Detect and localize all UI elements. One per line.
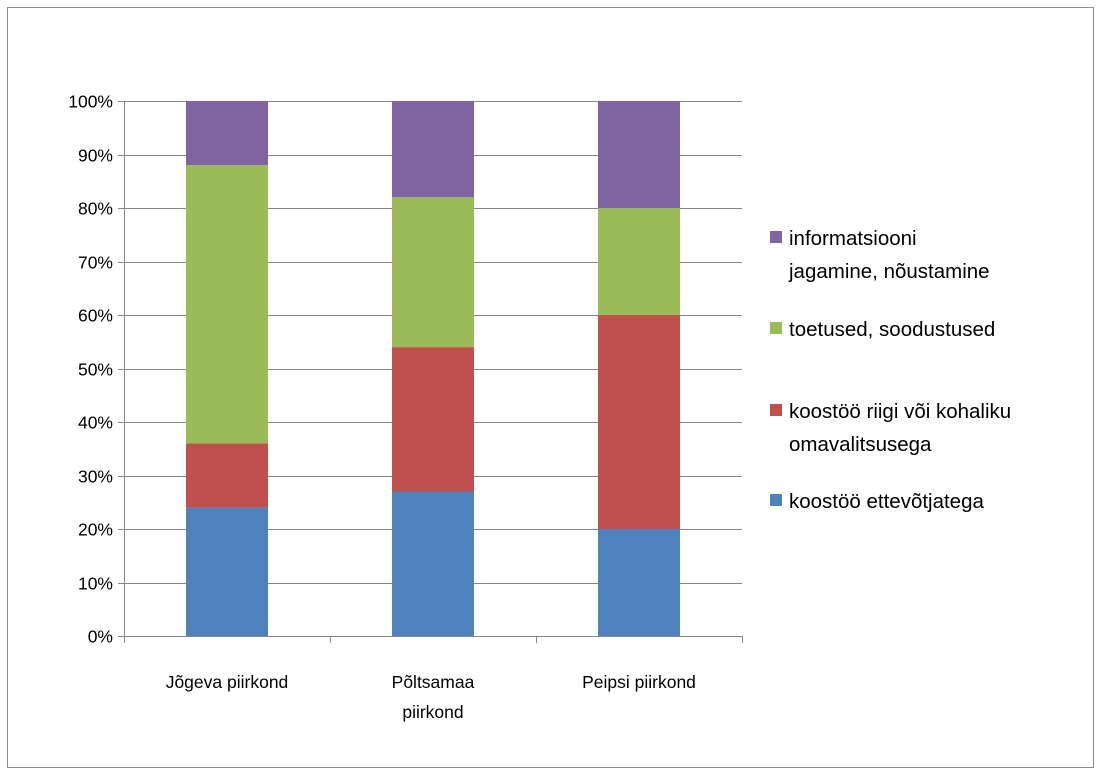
legend-swatch-s1	[770, 404, 782, 416]
legend-label-s3: informatsiooni	[789, 227, 917, 250]
y-tick-label: 60%	[78, 306, 113, 326]
y-tick-label: 10%	[78, 574, 113, 594]
legend-label-s0: koostöö ettevõtjatega	[789, 490, 984, 513]
y-tick-label: 50%	[78, 360, 113, 380]
bar-segment-s2-c1	[392, 197, 474, 348]
y-tick-label: 100%	[68, 92, 113, 112]
legend: informatsiooni jagamine, nõustamine toetus…	[770, 227, 1011, 513]
legend-label-s3: jagamine, nõustamine	[788, 260, 990, 283]
bar-segment-s1-c2	[598, 315, 680, 529]
x-category-label: Põltsamaa	[392, 672, 475, 692]
bar-segment-s3-c2	[598, 101, 680, 208]
legend-swatch-s2	[770, 322, 782, 334]
y-tick-label: 40%	[78, 413, 113, 433]
bar-segment-s3-c1	[392, 101, 474, 198]
y-tick-label: 30%	[78, 467, 113, 487]
legend-label-s1: koostöö riigi või kohaliku	[789, 400, 1011, 423]
legend-swatch-s3	[770, 231, 782, 243]
bar-segment-s0-c0	[186, 507, 268, 636]
bar-segment-s2-c0	[186, 165, 268, 444]
bar-segment-s2-c2	[598, 208, 680, 315]
x-axis-category-labels: Jõgeva piirkond Põltsamaa piirkond Peipsi p…	[166, 672, 696, 722]
legend-label-s1: omavalitsusega	[789, 433, 932, 456]
y-tick-label: 20%	[78, 520, 113, 540]
x-category-label: Jõgeva piirkond	[166, 672, 289, 692]
axes	[124, 101, 743, 643]
legend-swatch-s0	[770, 494, 782, 506]
y-tick-label: 70%	[78, 253, 113, 273]
y-axis-tick-labels: 0% 10% 20% 30% 40% 50% 60% 70% 80% 90% 100%	[68, 92, 113, 647]
x-category-label: Peipsi piirkond	[582, 672, 696, 692]
x-category-label: piirkond	[402, 702, 463, 722]
bars	[186, 101, 680, 636]
y-tick-label: 90%	[78, 146, 113, 166]
bar-segment-s0-c2	[598, 529, 680, 636]
y-tick-label: 80%	[78, 199, 113, 219]
y-tick-label: 0%	[88, 627, 113, 647]
bar-segment-s0-c1	[392, 491, 474, 636]
bar-segment-s1-c0	[186, 443, 268, 508]
bar-segment-s1-c1	[392, 347, 474, 492]
legend-label-s2: toetused, soodustused	[789, 318, 995, 341]
bar-segment-s3-c0	[186, 101, 268, 166]
